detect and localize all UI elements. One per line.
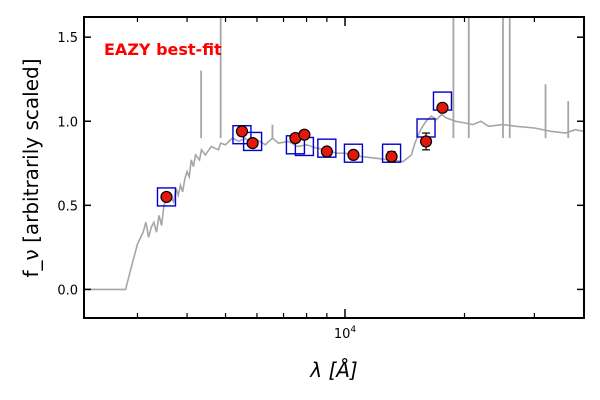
observed-point [419,135,433,148]
observed-point [347,148,360,161]
y-tick-label: 1.0 [57,115,78,130]
y-tick-label: 0.5 [57,199,78,214]
x-axis-title: λ [Å] [309,358,357,382]
observed-point [385,150,398,163]
model-point [156,187,177,207]
observed-flux-points [160,101,449,204]
y-axis-title: f_ν [arbitrarily scaled] [19,59,43,278]
observed-point [436,101,449,114]
observed-point [235,125,249,138]
axis-ticks: 0.0 0.5 1.0 1.5 104 [57,17,584,342]
x-tick-label: 104 [334,325,357,342]
plot-frame [83,16,585,319]
plot-background [84,17,584,318]
model-point [343,143,364,163]
observed-point [246,137,259,150]
y-tick-label: 1.5 [57,31,78,46]
y-tick-label: 0.0 [57,283,78,298]
annotation-label: EAZY best-fit [104,40,222,59]
observed-point [298,128,311,141]
observed-point [320,145,333,158]
observed-point [160,190,173,204]
model-point [242,131,263,152]
